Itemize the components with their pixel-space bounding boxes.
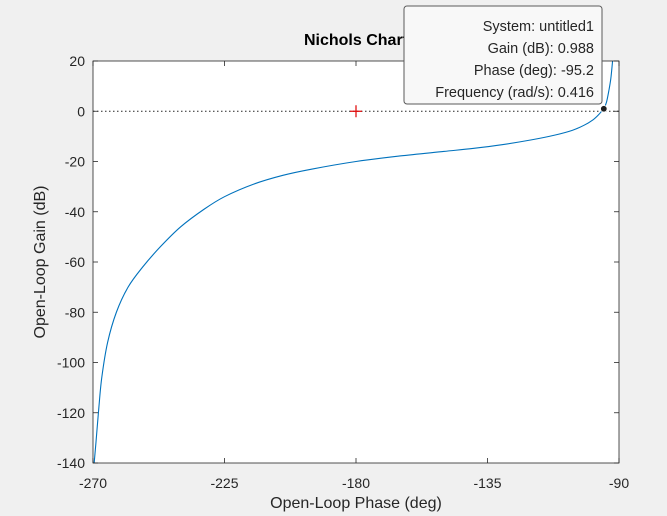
x-tick-label: -225 — [210, 475, 238, 491]
plot-area[interactable] — [93, 61, 619, 463]
datatip-frequency: Frequency (rad/s): 0.416 — [435, 85, 594, 101]
x-axis-ticks: -270 -225 -180 -135 -90 — [79, 61, 629, 491]
y-tick-label: -140 — [57, 455, 85, 471]
datatip-system: System: untitled1 — [483, 19, 594, 35]
datatip-phase: Phase (deg): -95.2 — [474, 63, 594, 79]
datatip-marker[interactable] — [600, 105, 608, 113]
datatip[interactable]: System: untitled1 Gain (dB): 0.988 Phase… — [403, 5, 603, 105]
y-axis-ticks: 20 0 -20 -40 -60 -80 -100 -120 -140 — [57, 53, 619, 471]
x-tick-label: -135 — [473, 475, 501, 491]
x-tick-label: -180 — [342, 475, 370, 491]
y-tick-label: -120 — [57, 405, 85, 421]
y-tick-label: -60 — [65, 254, 85, 270]
y-tick-label: -80 — [65, 304, 85, 320]
datatip-gain: Gain (dB): 0.988 — [488, 41, 594, 57]
y-tick-label: -40 — [65, 204, 85, 220]
x-tick-label: -90 — [609, 475, 629, 491]
y-tick-label: -100 — [57, 355, 85, 371]
x-tick-label: -270 — [79, 475, 107, 491]
datatip-box — [403, 5, 603, 105]
chart-title: Nichols Chart — [304, 32, 409, 49]
y-axis-label: Open-Loop Gain (dB) — [32, 186, 49, 339]
x-axis-label: Open-Loop Phase (deg) — [270, 495, 442, 512]
y-tick-label: 20 — [69, 53, 85, 69]
y-tick-label: -20 — [65, 154, 85, 170]
y-tick-label: 0 — [77, 103, 85, 119]
datatip-point[interactable] — [600, 105, 608, 113]
critical-point — [350, 105, 362, 118]
